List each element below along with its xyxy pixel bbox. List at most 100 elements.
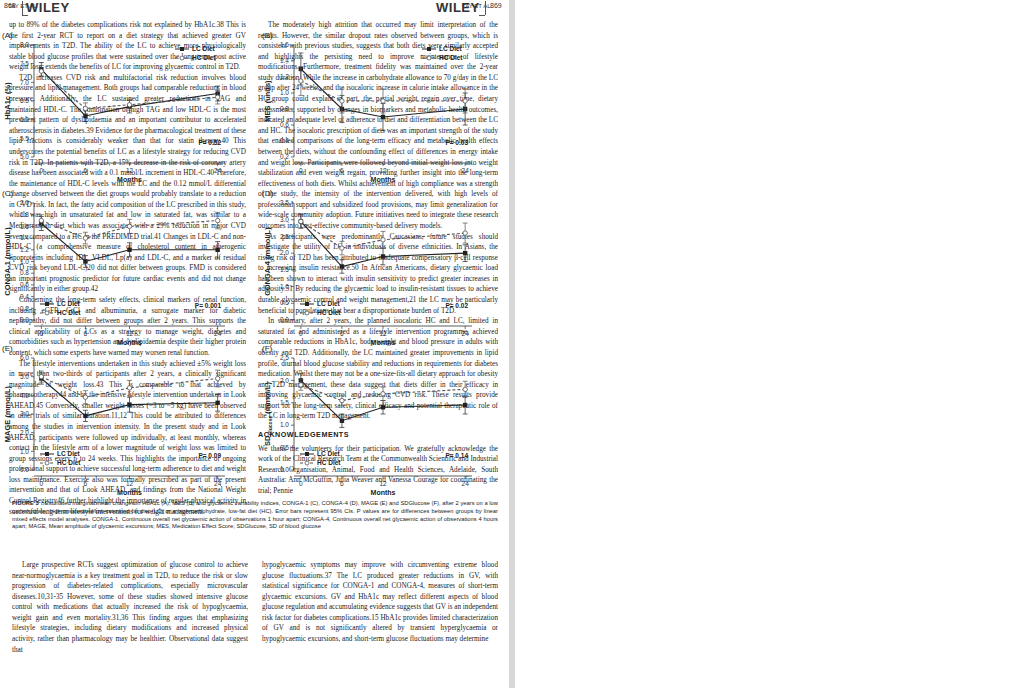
marker [39,69,43,73]
y-axis-label-part: CONGA-1 (mmol/L) [3,227,12,296]
legend-label: HC Diet [439,54,463,61]
y-tick [291,358,294,359]
y-tick [31,470,34,471]
legend-label: HC Diet [192,54,216,61]
annotation: P= 0.09 [198,452,221,459]
y-tick [291,203,294,204]
annotation: P= 0.52 [198,139,221,146]
y-axis-label-part: CONGA-4 (mmol/L) [263,227,272,296]
annotation: P= 0.03 [445,139,468,146]
marker [299,383,303,387]
y-axis-label: CONGA-1 (mmol/L) [3,227,12,296]
y-tick [31,432,34,433]
y-tick-label: 3.0 [20,410,29,417]
error-bar [339,260,344,273]
marker [127,103,131,107]
chart: (E)0.01.02.03.04.05.06.0061224MonthsMAGE… [2,344,225,496]
header-rule [22,15,28,16]
legend-marker [305,311,309,315]
y-tick-label: 0.0 [20,466,29,473]
x-tick-label: 24 [462,167,470,174]
error-bar [339,395,344,406]
y-tick-label: 0.8 [280,105,289,112]
caption-label: FIGURE 3 [12,500,39,506]
plot-data [298,53,467,131]
panel-label: (E) [2,344,13,353]
plot-data [39,370,220,421]
y-tick-label: 0.6 [20,281,29,288]
chart: (B)0.20.40.60.81.01.21.41.6061224MonthsM… [262,31,472,183]
y-tick-label: 1.0 [280,89,289,96]
y-tick [291,253,294,254]
y-tick [31,82,34,83]
legend-label: HC Diet [57,309,81,316]
y-tick [291,61,294,62]
legend-label: HC Diet [317,309,341,316]
text-column: hypoglycaemic symptoms may improve with … [262,560,498,684]
x-tick-label: 6 [340,480,344,487]
series [298,67,467,113]
x-axis-label: Months [117,176,142,183]
marker [463,231,467,235]
x-tick-label: 0 [40,480,44,487]
x-tick [85,163,86,166]
error-bar [463,89,468,113]
y-tick-label: 1.4 [280,57,289,64]
y-tick [31,376,34,377]
y-axis-label-part: MES (units) [263,80,272,122]
text-column: up to 89% of the diabetes complications … [9,20,246,684]
series-line [301,81,465,101]
x-tick [383,476,384,479]
y-tick-label: 2.0 [20,429,29,436]
legend: LC DietHC Diet [300,300,341,316]
marker [39,374,43,378]
error-bar [127,99,132,110]
panel-label: (A) [2,31,13,40]
panel-label: (D) [262,189,273,198]
y-tick [31,320,34,321]
y-tick [291,380,294,381]
y-tick [31,395,34,396]
marker [215,401,219,405]
y-tick-label: 5.5 [20,135,29,142]
caption-text: Estimated marginal mean changes in HbA1c… [12,500,498,529]
text-column: Large prospective RCTs suggest optimizat… [12,560,248,684]
error-bar [339,414,344,427]
y-tick-label: 6.0 [20,116,29,123]
error-bar [298,215,303,228]
legend-marker [45,302,49,306]
x-tick-label: 24 [214,330,222,337]
error-bar [83,410,88,421]
series [39,216,220,267]
error-bar [39,371,44,382]
x-tick [300,163,301,166]
y-axis-label-part: (mmol/L) [263,382,272,416]
legend-marker [427,56,431,60]
x-tick-label: 12 [126,480,134,487]
marker [381,254,385,258]
x-tick [129,326,130,329]
series-line [301,385,465,401]
marker [340,398,344,402]
marker [381,99,385,103]
legend-marker [180,47,184,51]
marker [299,219,303,223]
error-bar [83,232,88,244]
error-bar [381,89,386,113]
y-tick [291,470,294,471]
error-bar [215,394,220,411]
x-tick-label: 12 [379,167,387,174]
y-tick [291,425,294,426]
y-tick [291,236,294,237]
y-tick [31,358,34,359]
y-tick-label: 1.8 [20,211,29,218]
y-tick-label: 1.0 [280,421,289,428]
error-bar [215,242,220,258]
legend-marker [45,311,49,315]
x-tick [217,163,218,166]
y-tick [291,157,294,158]
x-tick-label: 12 [379,330,387,337]
y-tick-label: 3.5 [280,199,289,206]
series [298,374,467,428]
x-tick [41,326,42,329]
